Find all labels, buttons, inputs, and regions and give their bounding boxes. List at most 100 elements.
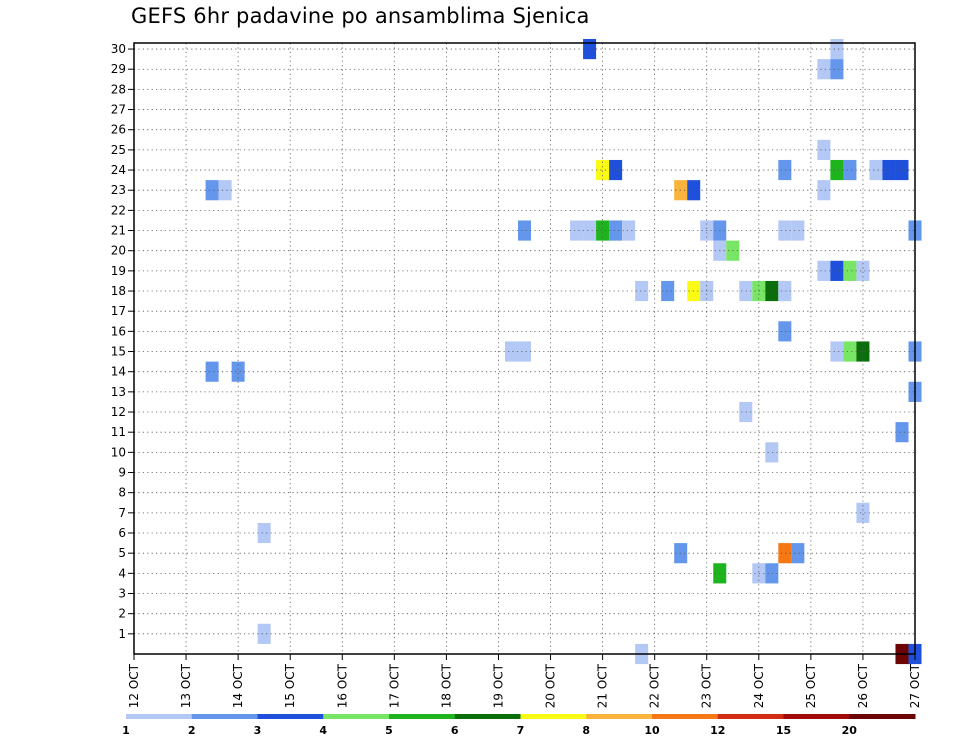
x-axis: 12 OCT 13 OCT 14 OCT 15 OCT 16 OCT 17 OCT 18 O… (127, 654, 922, 708)
heatmap-cell (791, 220, 805, 241)
colorbar-segment (586, 714, 653, 719)
heatmap-cell (856, 502, 870, 523)
heatmap-cell (778, 220, 792, 241)
y-tick-label: 24 (111, 163, 126, 177)
colorbar-legend: 1 2 3 4 5 6 7 8 10 12 15 20 (122, 714, 916, 737)
plot-frame (133, 42, 916, 655)
colorbar-segment (126, 714, 193, 719)
x-tick-label: 17 OCT (387, 663, 401, 708)
y-tick-label: 28 (111, 82, 126, 96)
heatmap-cell (570, 220, 584, 241)
y-tick-label: 19 (111, 264, 126, 278)
colorbar-label: 6 (451, 724, 459, 737)
x-tick-label: 24 OCT (752, 663, 766, 708)
colorbar-segment (717, 714, 784, 719)
heatmap-cell (830, 260, 844, 281)
heatmap-cell (609, 159, 623, 181)
y-tick-label: 14 (111, 365, 126, 379)
heatmap-cell (257, 522, 271, 544)
heatmap-cell (583, 38, 597, 60)
heatmap-cell (765, 563, 779, 584)
y-tick-label: 15 (111, 345, 126, 359)
heatmap-cell (765, 442, 779, 463)
x-tick-label: 25 OCT (804, 663, 818, 708)
colorbar-label: 4 (319, 724, 327, 737)
x-tick-label: 15 OCT (283, 663, 297, 708)
y-tick-label: 30 (111, 42, 126, 56)
y-tick-label: 3 (118, 587, 126, 601)
y-tick-label: 7 (118, 506, 126, 520)
colorbar-segment (323, 714, 390, 719)
heatmap-cell (830, 159, 844, 181)
colorbar-label: 15 (776, 724, 791, 737)
colorbar-label: 2 (188, 724, 196, 737)
heatmap-cell (778, 159, 792, 181)
y-tick-label: 8 (118, 486, 126, 500)
heatmap-cell (791, 543, 805, 564)
y-tick-label: 21 (111, 224, 126, 238)
heatmap-cell (257, 623, 271, 644)
colorbar-segment (389, 714, 456, 719)
y-tick-label: 25 (111, 143, 126, 157)
x-tick-label: 27 OCT (908, 663, 922, 708)
colorbar-label: 8 (582, 724, 590, 737)
heatmap-cell (895, 159, 909, 181)
colorbar-label: 12 (710, 724, 725, 737)
y-tick-label: 10 (111, 445, 126, 459)
heatmap-cell (635, 280, 649, 302)
colorbar-segment (783, 714, 850, 719)
colorbar-label: 5 (385, 724, 393, 737)
y-tick-label: 18 (111, 284, 126, 298)
x-tick-label: 18 OCT (439, 663, 453, 708)
y-tick-label: 13 (111, 385, 126, 399)
x-tick-label: 19 OCT (491, 663, 505, 708)
heatmap-cell (817, 260, 831, 281)
heatmap-cell (882, 159, 896, 181)
chart-title: GEFS 6hr padavine po ansamblima Sjenica (131, 4, 590, 28)
colorbar-segment (520, 714, 587, 719)
colorbar-segment (849, 714, 916, 719)
chart-grid (134, 43, 915, 654)
colorbar-label: 10 (644, 724, 660, 737)
y-tick-label: 1 (118, 627, 126, 641)
heatmap-cell (830, 341, 844, 362)
heatmap-cell (843, 260, 857, 281)
heatmap-cell (895, 422, 909, 443)
y-tick-label: 20 (111, 244, 126, 258)
heatmap-cell (205, 361, 219, 382)
heatmap-cell (609, 220, 623, 241)
y-tick-label: 9 (118, 466, 126, 480)
heatmap-cell (517, 220, 532, 241)
x-tick-label: 20 OCT (544, 663, 558, 708)
heatmap-cell (830, 59, 844, 80)
heatmap-cell (765, 280, 779, 302)
heatmap-cell (504, 341, 518, 362)
heatmap-cell (661, 280, 675, 302)
colorbar-label: 7 (517, 724, 525, 737)
y-tick-label: 2 (118, 607, 126, 621)
y-axis: 1234567891011121314151617181920212223242… (111, 42, 134, 641)
heatmap-cell (583, 220, 597, 241)
x-tick-label: 12 OCT (127, 663, 141, 708)
heatmap-cell (218, 180, 232, 201)
y-tick-label: 26 (111, 123, 126, 137)
heatmap-cell (817, 139, 831, 160)
heatmap-cell (205, 180, 219, 201)
heatmap-cell (778, 280, 792, 302)
colorbar-segment (652, 714, 719, 719)
colorbar-segment (257, 714, 324, 719)
y-tick-label: 6 (118, 526, 126, 540)
colorbar-label: 20 (842, 724, 858, 737)
x-tick-label: 21 OCT (596, 663, 610, 708)
y-tick-label: 5 (118, 546, 126, 560)
chart-cells (205, 38, 922, 665)
colorbar-segment (454, 714, 521, 719)
y-tick-label: 17 (111, 304, 126, 318)
heatmap-cell (596, 159, 610, 181)
y-tick-label: 27 (111, 103, 126, 117)
heatmap-cell (778, 543, 792, 564)
heatmap-cell (843, 159, 857, 181)
heatmap-cell (830, 38, 844, 60)
heatmap-cell (622, 220, 636, 241)
x-tick-label: 23 OCT (700, 663, 714, 708)
